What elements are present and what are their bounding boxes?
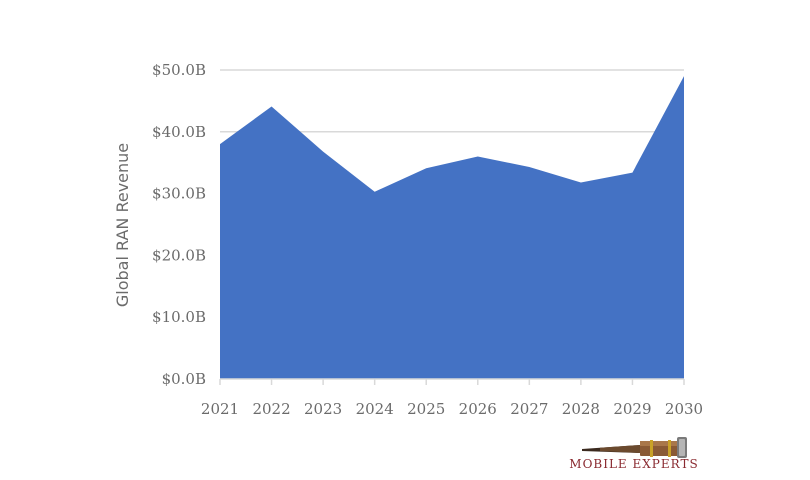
y-tick-label: $50.0B xyxy=(152,61,206,79)
x-tick-label: 2029 xyxy=(613,400,651,418)
x-tick-label: 2027 xyxy=(510,400,548,418)
y-tick-label: $30.0B xyxy=(152,185,206,203)
y-tick-label: $0.0B xyxy=(162,370,206,388)
y-tick-label: $10.0B xyxy=(152,308,206,326)
x-tick-label: 2025 xyxy=(407,400,445,418)
plot-area xyxy=(220,76,684,380)
telescope-icon xyxy=(582,437,687,458)
x-tick-label: 2023 xyxy=(304,400,342,418)
brand-name: MOBILE EXPERTS xyxy=(569,457,698,471)
y-tick-label: $40.0B xyxy=(152,123,206,141)
x-tick-label: 2028 xyxy=(562,400,600,418)
x-tick-label: 2021 xyxy=(201,400,239,418)
mobile-experts-logo: MOBILE EXPERTS xyxy=(569,437,698,471)
x-tick-label: 2030 xyxy=(665,400,703,418)
x-tick-label: 2026 xyxy=(459,400,497,418)
area-series xyxy=(220,76,684,380)
x-tick-label: 2022 xyxy=(252,400,290,418)
axes: $0.0B $10.0B $20.0B $30.0B $40.0B $50.0B 2021 2… xyxy=(152,61,703,418)
y-tick-label: $20.0B xyxy=(152,246,206,264)
x-tick-label: 2024 xyxy=(356,400,394,418)
y-axis-title: Global RAN Revenue xyxy=(113,143,132,307)
